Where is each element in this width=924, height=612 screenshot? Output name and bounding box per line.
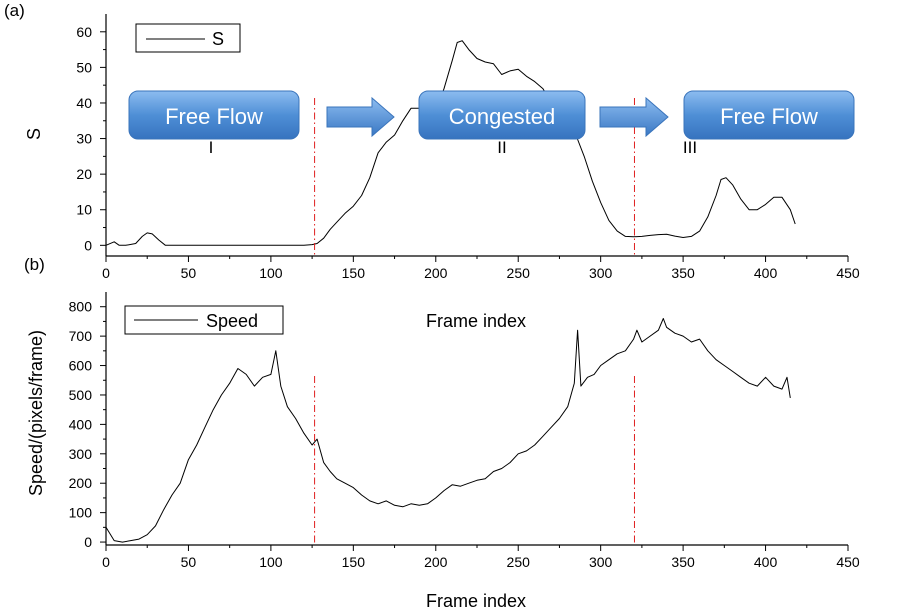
panel-b-series-line (105, 318, 791, 543)
panel-b-axes: 0 50 100 150 200 250 300 350 400 450 0 100 200 300 400… (69, 292, 860, 570)
panel-a-x-tick-label: 200 (424, 265, 448, 281)
panel-b-x-tick-label: 450 (836, 554, 860, 570)
panel-a-x-tick-label: 100 (259, 265, 283, 281)
panel-a-y-tick-label: 20 (76, 166, 92, 182)
panel-b-label: (b) (24, 255, 45, 274)
panel-a-plot (105, 40, 796, 246)
arrow-right-icon (599, 96, 669, 138)
panel-a-x-tick-label: 50 (181, 265, 197, 281)
panel-b-x-tick-label: 300 (589, 554, 613, 570)
panel-b-x-axis-title: Frame index (426, 591, 526, 611)
phase-label-free-flow-1: Free Flow (165, 104, 263, 129)
phase-box-congested: Congested (418, 90, 586, 140)
panel-a-x-tick-label: 400 (754, 265, 778, 281)
panel-a-x-tick-label: 350 (671, 265, 695, 281)
region-label-2: II (497, 138, 506, 157)
region-label-1: I (209, 138, 214, 157)
phase-box-free-flow-2: Free Flow (683, 90, 855, 140)
phase-label-congested: Congested (449, 104, 555, 129)
panel-a-y-tick-label: 40 (76, 95, 92, 111)
panel-b-y-tick-label: 300 (69, 446, 93, 462)
panel-b-x-tick-label: 350 (671, 554, 695, 570)
phase-label-free-flow-2: Free Flow (720, 104, 818, 129)
panel-b-y-tick-label: 100 (69, 505, 93, 521)
panel-a-x-tick-label: 450 (836, 265, 860, 281)
panel-b-y-tick-label: 500 (69, 387, 93, 403)
panel-a-y-tick-label: 50 (76, 59, 92, 75)
panel-a-x-tick-label: 150 (342, 265, 366, 281)
panel-b-legend-label: Speed (206, 311, 258, 331)
arrow-right-icon (326, 96, 395, 138)
panel-b-dividers (314, 376, 635, 545)
panel-a-y-tick-label: 60 (76, 24, 92, 40)
panel-b-x-tick-label: 250 (507, 554, 531, 570)
panel-a-series-line (105, 40, 796, 246)
panel-a: 0 50 100 150 200 250 300 350 400 450 0 10 20 30 40 50 60… (24, 14, 860, 331)
panel-b-x-tick-label: 150 (342, 554, 366, 570)
panel-b-plot (105, 318, 791, 543)
panel-b-y-tick-label: 200 (69, 475, 93, 491)
panel-b-y-tick-label: 400 (69, 416, 93, 432)
panel-b-x-tick-label: 50 (181, 554, 197, 570)
panel-a-x-axis-title: Frame index (426, 311, 526, 331)
phase-box-free-flow-1: Free Flow (128, 90, 300, 140)
panel-a-legend: S (135, 23, 241, 53)
panel-b-y-tick-label: 700 (69, 328, 93, 344)
panel-b: 0 50 100 150 200 250 300 350 400 450 0 100 200 300 400… (26, 292, 860, 611)
panel-b-legend: Speed (124, 305, 284, 335)
panel-a-label: (a) (4, 1, 25, 20)
panel-b-x-tick-label: 400 (754, 554, 778, 570)
panel-a-y-tick-label: 0 (84, 237, 92, 253)
panel-a-y-axis-title: S (24, 128, 44, 140)
region-label-3: III (683, 138, 697, 157)
panel-a-x-tick-label: 300 (589, 265, 613, 281)
panel-b-x-tick-label: 100 (259, 554, 283, 570)
panel-a-x-tick-label: 0 (102, 265, 110, 281)
panel-a-y-tick-label: 30 (76, 131, 92, 147)
panel-b-y-tick-label: 800 (69, 299, 93, 315)
panel-a-y-tick-label: 10 (76, 202, 92, 218)
panel-a-axes: 0 50 100 150 200 250 300 350 400 450 0 10 20 30 40 50 60 (76, 14, 860, 281)
panel-b-y-tick-label: 0 (84, 534, 92, 550)
panel-b-y-axis-title: Speed/(pixels/frame) (26, 330, 46, 496)
panel-a-x-tick-label: 250 (507, 265, 531, 281)
panel-b-x-tick-label: 0 (102, 554, 110, 570)
panel-b-x-tick-label: 200 (424, 554, 448, 570)
panel-b-y-tick-label: 600 (69, 358, 93, 374)
panel-a-dividers (314, 98, 635, 256)
panel-a-legend-label: S (212, 29, 224, 49)
